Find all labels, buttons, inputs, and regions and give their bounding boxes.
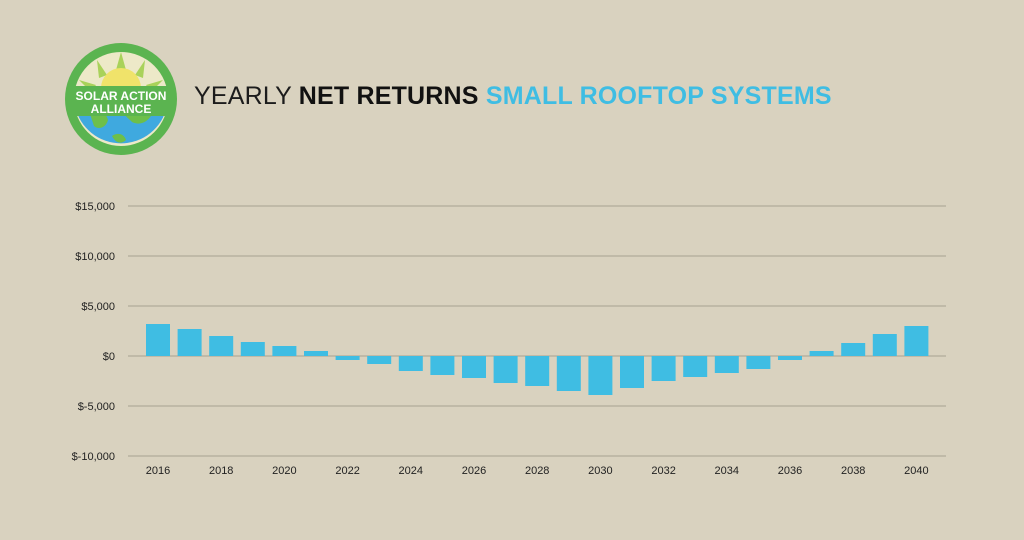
x-tick-label: 2034 (715, 465, 739, 477)
bar-2017 (177, 329, 202, 356)
x-tick-label: 2030 (588, 465, 612, 477)
bar-2023 (367, 356, 392, 364)
bar-2031 (620, 356, 644, 388)
title-part-yearly: YEARLY (194, 82, 299, 110)
page-title: YEARLY NET RETURNS SMALL ROOFTOP SYSTEMS (194, 82, 832, 111)
bar-2034 (714, 356, 739, 373)
y-tick-label: $15,000 (75, 201, 115, 213)
logo-text-line2: ALLIANCE (91, 102, 152, 116)
bar-2037 (809, 351, 834, 356)
bar-2032 (651, 356, 676, 381)
title-part-net-returns: NET RETURNS (298, 82, 479, 110)
bar-2038 (841, 343, 866, 356)
bar-2039 (872, 334, 897, 356)
bar-2029 (556, 356, 581, 391)
bar-2022 (335, 356, 360, 360)
bar-2024 (398, 356, 423, 371)
bar-2025 (430, 356, 455, 375)
bar-2033 (683, 356, 708, 377)
bar-2035 (746, 356, 771, 369)
bar-2021 (304, 351, 328, 356)
bar-2028 (525, 356, 550, 386)
solar-action-alliance-logo: SOLAR ACTION ALLIANCE (65, 43, 177, 155)
bar-2027 (493, 356, 518, 383)
x-tick-label: 2028 (525, 465, 549, 477)
bar-2040 (904, 326, 929, 356)
y-tick-label: $0 (103, 351, 115, 363)
bar-2030 (588, 356, 613, 395)
x-tick-label: 2022 (335, 465, 359, 477)
title-part-small-rooftop: SMALL ROOFTOP SYSTEMS (478, 82, 832, 110)
logo-text-line1: SOLAR ACTION (76, 89, 167, 103)
x-tick-label: 2038 (841, 465, 865, 477)
x-tick-label: 2040 (904, 465, 928, 477)
bar-2018 (209, 336, 234, 356)
y-tick-label: $-10,000 (72, 451, 115, 463)
x-axis-labels: 2016 2018 2020 2022 2024 2026 2028 2030 2032 2034… (146, 465, 929, 477)
x-tick-label: 2016 (146, 465, 170, 477)
y-tick-label: $-5,000 (78, 401, 115, 413)
bar-2036 (778, 356, 802, 360)
bar-2026 (462, 356, 486, 378)
bar-2019 (240, 342, 265, 356)
bar-2020 (272, 346, 297, 356)
y-axis-labels: $15,000 $10,000 $5,000 $0 $-5,000 $-10,000 (72, 201, 115, 463)
x-tick-label: 2026 (462, 465, 486, 477)
bar-2016 (146, 324, 170, 356)
y-tick-label: $5,000 (81, 301, 115, 313)
x-tick-label: 2018 (209, 465, 233, 477)
x-tick-label: 2024 (399, 465, 423, 477)
x-tick-label: 2020 (272, 465, 296, 477)
x-tick-label: 2032 (651, 465, 675, 477)
bars (146, 324, 929, 395)
y-tick-label: $10,000 (75, 251, 115, 263)
x-tick-label: 2036 (778, 465, 802, 477)
gridlines (128, 205, 946, 457)
